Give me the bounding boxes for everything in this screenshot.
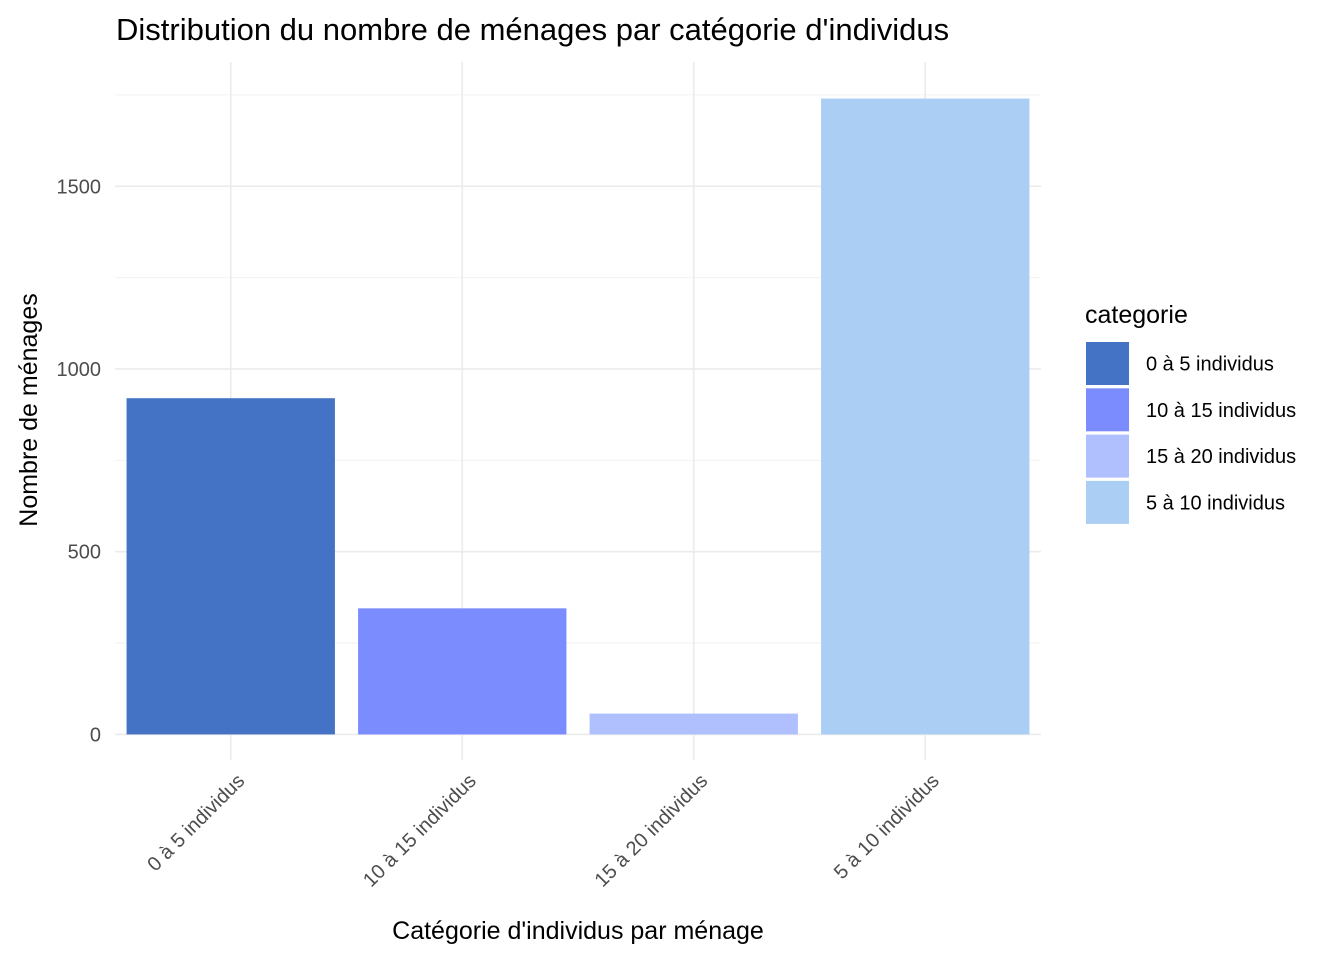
x-tick-label: 15 à 20 individus [591, 770, 713, 892]
legend: categorie 0 à 5 individus 10 à 15 individ… [1085, 301, 1296, 524]
legend-key [1086, 480, 1129, 524]
bar [126, 398, 335, 735]
legend-label: 0 à 5 individus [1146, 354, 1274, 376]
legend-key [1086, 342, 1129, 385]
legend-items: 0 à 5 individus 10 à 15 individus 15 à 20 … [1086, 342, 1296, 524]
bar [821, 98, 1030, 735]
legend-key [1086, 388, 1129, 432]
x-axis-title: Catégorie d'individus par ménage [392, 917, 764, 945]
x-tick-label: 10 à 15 individus [359, 770, 481, 892]
legend-key [1086, 434, 1129, 478]
bar [358, 608, 567, 735]
chart-title: Distribution du nombre de ménages par ca… [116, 12, 949, 47]
x-tick-label: 0 à 5 individus [143, 770, 249, 876]
legend-title: categorie [1085, 301, 1188, 329]
y-tick-label: 1500 [57, 176, 102, 198]
y-tick-label: 500 [68, 542, 101, 564]
legend-label: 5 à 10 individus [1146, 492, 1285, 514]
y-tick-label: 1000 [57, 359, 102, 381]
x-axis-ticks: 0 à 5 individus 10 à 15 individus 15 à 20 … [143, 770, 943, 892]
x-tick-label: 5 à 10 individus [830, 770, 944, 884]
y-axis-ticks: 0 500 1000 1500 [57, 176, 102, 746]
y-tick-label: 0 [90, 724, 101, 746]
legend-label: 10 à 15 individus [1146, 400, 1296, 422]
bar [589, 713, 798, 735]
bars-layer [126, 98, 1030, 735]
y-axis-title: Nombre de ménages [15, 293, 43, 526]
legend-label: 15 à 20 individus [1146, 446, 1296, 468]
